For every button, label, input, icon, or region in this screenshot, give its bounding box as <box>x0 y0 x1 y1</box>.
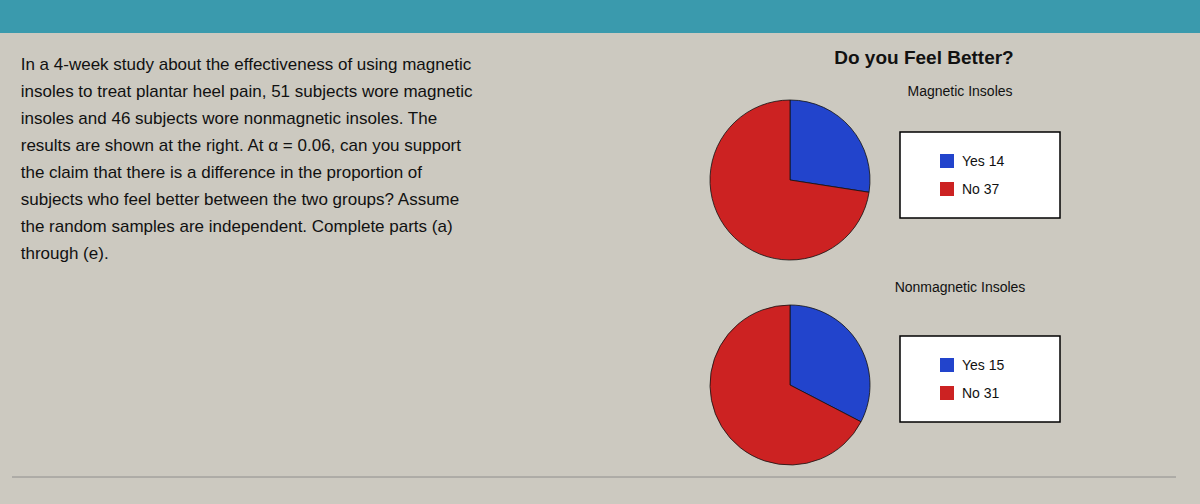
pie-chart: Nonmagnetic Insoles Yes 15 No 31 <box>710 279 1060 465</box>
top-bar <box>0 0 1200 33</box>
legend-box <box>900 336 1060 422</box>
legend-box <box>900 132 1060 218</box>
legend-label: No 31 <box>962 385 1000 401</box>
legend-label: No 37 <box>962 181 1000 197</box>
legend-swatch <box>940 386 954 400</box>
pie-slice <box>710 100 869 260</box>
background <box>0 0 1200 504</box>
legend: Yes 15 No 31 <box>900 336 1060 422</box>
pie-chart: Magnetic Insoles Yes 14 No 37 <box>710 83 1060 260</box>
subtitle: Magnetic Insoles <box>907 83 1012 99</box>
slices <box>710 100 870 260</box>
legend-label: Yes 15 <box>962 357 1005 373</box>
legend-label: Yes 14 <box>962 153 1005 169</box>
problem-text: In a 4-week study about the effectivenes… <box>16 55 473 263</box>
legend-swatch <box>940 154 954 168</box>
canvas: In a 4-week study about the effectivenes… <box>0 0 1200 504</box>
subtitle: Nonmagnetic Insoles <box>895 279 1026 295</box>
legend: Yes 14 No 37 <box>900 132 1060 218</box>
pie-slice <box>790 100 870 192</box>
slices <box>710 305 870 465</box>
legend-swatch <box>940 358 954 372</box>
pie-slice <box>710 305 861 465</box>
title: Do you Feel Better? <box>834 47 1013 68</box>
separator <box>12 477 1176 478</box>
legend-swatch <box>940 182 954 196</box>
